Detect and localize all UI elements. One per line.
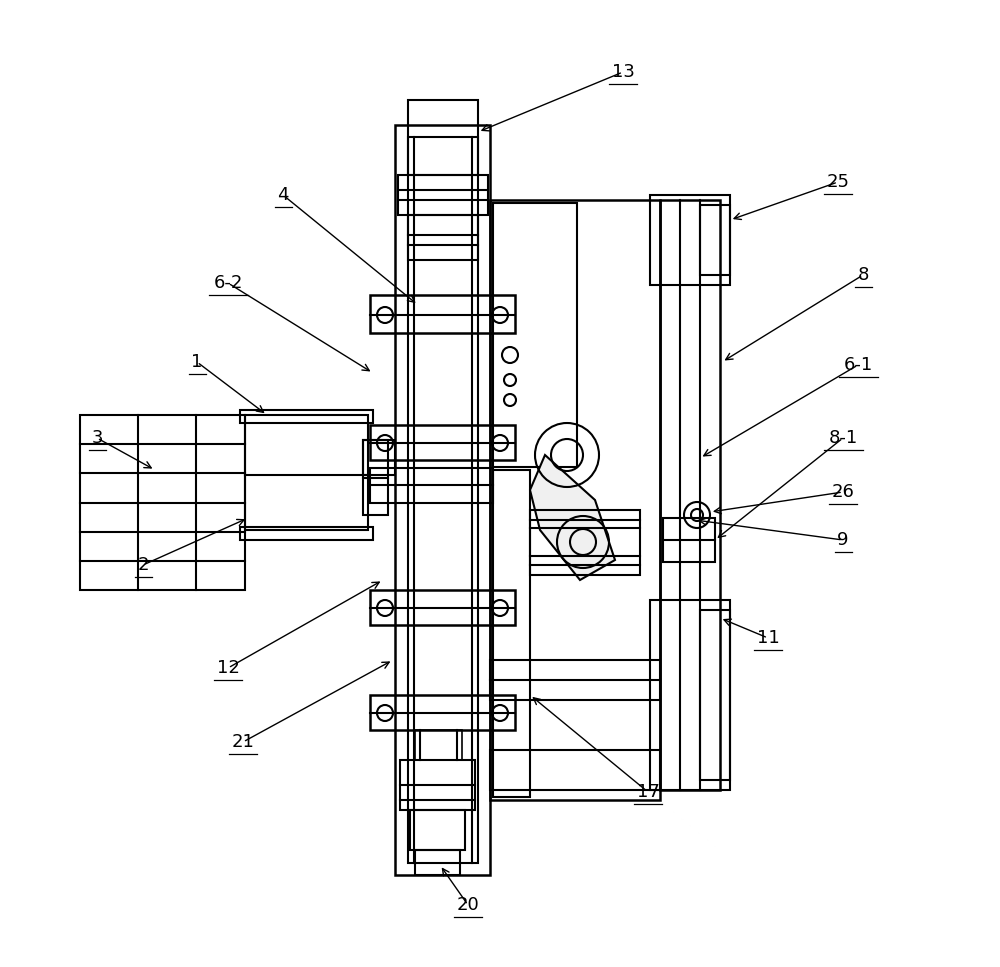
Bar bbox=[370, 590, 515, 625]
Text: 11: 11 bbox=[757, 629, 779, 647]
Bar bbox=[700, 610, 730, 780]
Bar bbox=[363, 440, 395, 475]
Text: 21: 21 bbox=[232, 733, 254, 751]
Text: 25: 25 bbox=[826, 173, 850, 191]
Bar bbox=[700, 205, 730, 275]
Bar bbox=[490, 750, 660, 790]
Bar bbox=[490, 660, 660, 700]
Bar bbox=[650, 195, 730, 285]
Bar bbox=[398, 175, 488, 215]
Text: 8-1: 8-1 bbox=[828, 429, 858, 447]
Text: 12: 12 bbox=[217, 659, 239, 677]
Bar bbox=[245, 415, 368, 530]
Bar bbox=[415, 730, 462, 760]
Polygon shape bbox=[530, 455, 615, 580]
Bar bbox=[400, 760, 475, 810]
Bar bbox=[493, 203, 577, 467]
Bar bbox=[663, 518, 715, 562]
Text: 17: 17 bbox=[637, 783, 659, 801]
Text: 26: 26 bbox=[832, 483, 854, 501]
Bar bbox=[395, 125, 490, 875]
Text: 3: 3 bbox=[91, 429, 103, 447]
Bar bbox=[493, 470, 530, 797]
Bar bbox=[410, 810, 465, 850]
Bar bbox=[408, 215, 478, 260]
Text: 4: 4 bbox=[277, 186, 289, 204]
Bar bbox=[370, 295, 515, 333]
Bar bbox=[660, 200, 720, 790]
Text: 13: 13 bbox=[612, 63, 634, 81]
Bar bbox=[650, 600, 730, 790]
Bar bbox=[408, 137, 478, 863]
Bar bbox=[370, 425, 515, 460]
Text: 2: 2 bbox=[137, 556, 149, 574]
Bar bbox=[530, 510, 640, 575]
Bar bbox=[415, 850, 460, 875]
Bar bbox=[80, 415, 245, 590]
Text: 8: 8 bbox=[857, 266, 869, 284]
Text: 20: 20 bbox=[457, 896, 479, 914]
Bar bbox=[490, 200, 660, 800]
Bar bbox=[240, 527, 373, 540]
Text: 1: 1 bbox=[191, 353, 203, 371]
Text: 6-2: 6-2 bbox=[213, 274, 243, 292]
Text: 6-1: 6-1 bbox=[843, 356, 873, 374]
Bar bbox=[363, 440, 388, 515]
Bar bbox=[240, 410, 373, 423]
Bar bbox=[370, 695, 515, 730]
Bar bbox=[370, 468, 493, 503]
Text: 9: 9 bbox=[837, 531, 849, 549]
Bar bbox=[408, 100, 478, 175]
